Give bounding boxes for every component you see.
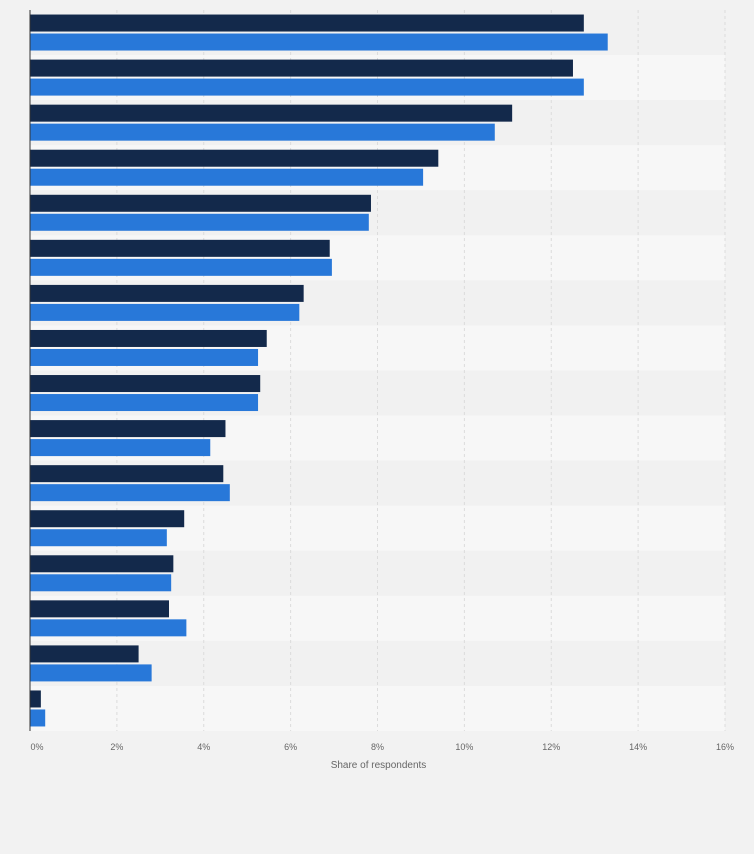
bar-series-1-row-13 xyxy=(30,555,174,573)
bar-series-1-row-5 xyxy=(30,194,371,212)
bar-series-2-row-10 xyxy=(30,439,211,457)
x-tick-label: 2% xyxy=(110,742,123,752)
bar-series-2-row-1 xyxy=(30,33,608,51)
bar-series-2-row-13 xyxy=(30,574,172,592)
bar-series-2-row-15 xyxy=(30,664,152,682)
bar-series-1-row-11 xyxy=(30,465,224,483)
bar-series-2-row-8 xyxy=(30,348,259,366)
bar-series-1-row-14 xyxy=(30,600,169,618)
bar-series-1-row-8 xyxy=(30,329,267,347)
x-tick-label: 8% xyxy=(371,742,384,752)
x-axis-ticks: 0% 2% 4% 6% 8% 10% 12% 14% 16% xyxy=(30,742,734,752)
bar-series-2-row-11 xyxy=(30,484,230,502)
x-tick-label: 4% xyxy=(197,742,210,752)
bar-series-1-row-7 xyxy=(30,284,304,302)
bars xyxy=(30,14,608,727)
x-tick-label: 16% xyxy=(716,742,734,752)
bar-series-2-row-3 xyxy=(30,123,495,141)
bar-series-2-row-4 xyxy=(30,168,424,186)
bar-series-1-row-10 xyxy=(30,420,226,438)
bar-series-1-row-2 xyxy=(30,59,573,77)
bar-series-2-row-16 xyxy=(30,709,46,727)
bar-series-1-row-4 xyxy=(30,149,439,167)
bar-series-2-row-6 xyxy=(30,258,332,276)
bar-series-2-row-14 xyxy=(30,619,187,637)
x-axis-label: Share of respondents xyxy=(331,760,427,771)
bar-series-2-row-9 xyxy=(30,394,259,412)
x-tick-label: 12% xyxy=(542,742,560,752)
bar-series-2-row-2 xyxy=(30,78,584,96)
x-tick-label: 6% xyxy=(284,742,297,752)
bar-series-1-row-16 xyxy=(30,690,41,708)
bar-series-1-row-6 xyxy=(30,239,330,257)
bar-series-2-row-7 xyxy=(30,303,300,321)
bar-series-1-row-9 xyxy=(30,375,261,393)
bar-series-1-row-3 xyxy=(30,104,513,122)
x-tick-label: 14% xyxy=(629,742,647,752)
bar-series-2-row-12 xyxy=(30,529,167,547)
bar-series-2-row-5 xyxy=(30,213,369,231)
x-tick-label: 10% xyxy=(455,742,473,752)
x-tick-label: 0% xyxy=(30,742,43,752)
bar-series-1-row-12 xyxy=(30,510,185,528)
bar-series-1-row-1 xyxy=(30,14,584,32)
bar-series-1-row-15 xyxy=(30,645,139,663)
